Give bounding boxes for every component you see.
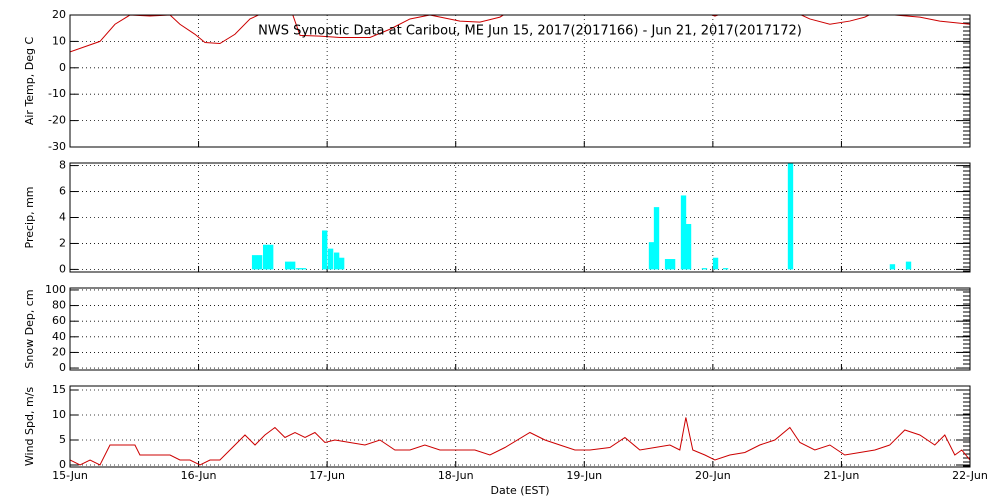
bar bbox=[889, 264, 896, 270]
y-tick-label: -20 bbox=[48, 114, 66, 127]
x-tick-label: 20-Jun bbox=[695, 469, 731, 482]
bar bbox=[322, 230, 328, 270]
bar bbox=[712, 257, 719, 270]
plot bbox=[251, 163, 912, 270]
plot-frame bbox=[69, 287, 971, 371]
y-tick-label: 0 bbox=[59, 262, 66, 275]
bar bbox=[338, 257, 345, 270]
plot bbox=[70, 15, 970, 53]
bar bbox=[284, 261, 291, 270]
y-tick-label: 80 bbox=[52, 299, 66, 312]
bar bbox=[300, 268, 307, 270]
bar bbox=[701, 268, 708, 270]
bar bbox=[256, 255, 263, 270]
y-axis-label: Precip, mm bbox=[23, 187, 36, 249]
y-tick-label: -30 bbox=[48, 140, 66, 153]
data-line bbox=[70, 15, 970, 53]
y-axis-label: Snow Dep, cm bbox=[23, 289, 36, 368]
y-tick-label: 10 bbox=[52, 408, 66, 421]
y-tick-label: 5 bbox=[59, 433, 66, 446]
plot bbox=[70, 417, 970, 466]
bar bbox=[268, 244, 274, 270]
y-tick-label: 40 bbox=[52, 330, 66, 343]
y-tick-label: 100 bbox=[45, 283, 66, 296]
x-tick-label: 15-Jun bbox=[52, 469, 88, 482]
bar bbox=[680, 195, 687, 270]
plot-frame bbox=[69, 385, 971, 468]
y-axis-label: Air Temp, Deg C bbox=[23, 37, 36, 126]
x-tick-label: 18-Jun bbox=[438, 469, 474, 482]
bar bbox=[262, 244, 269, 270]
bar bbox=[905, 261, 912, 270]
y-tick-label: 8 bbox=[59, 159, 66, 172]
y-tick-label: 4 bbox=[59, 211, 66, 224]
x-tick-label: 19-Jun bbox=[566, 469, 602, 482]
y-tick-label: -10 bbox=[48, 87, 66, 100]
x-tick-label: 22-Jun bbox=[952, 469, 988, 482]
data-line bbox=[70, 417, 970, 466]
y-tick-label: 0 bbox=[59, 61, 66, 74]
y-tick-label: 20 bbox=[52, 8, 66, 21]
y-tick-label: 0 bbox=[59, 458, 66, 471]
y-tick-label: 20 bbox=[52, 345, 66, 358]
bar bbox=[327, 248, 334, 270]
y-tick-label: 60 bbox=[52, 314, 66, 327]
bar bbox=[251, 255, 258, 270]
x-axis-label: Date (EST) bbox=[490, 484, 549, 497]
y-tick-label: 15 bbox=[52, 383, 66, 396]
plot-frame bbox=[69, 14, 971, 148]
bar bbox=[289, 261, 296, 270]
y-tick-label: 0 bbox=[59, 361, 66, 374]
plot-frame bbox=[69, 162, 971, 273]
bar bbox=[787, 163, 794, 270]
bar bbox=[295, 268, 302, 270]
y-tick-label: 2 bbox=[59, 236, 66, 249]
x-tick-label: 16-Jun bbox=[181, 469, 217, 482]
bar bbox=[669, 259, 676, 270]
y-tick-label: 10 bbox=[52, 34, 66, 47]
y-tick-label: 6 bbox=[59, 185, 66, 198]
bar bbox=[333, 252, 340, 270]
bar bbox=[664, 259, 671, 270]
chart-title: NWS Synoptic Data at Caribou, ME Jun 15,… bbox=[258, 24, 802, 39]
bar bbox=[648, 242, 655, 270]
x-tick-label: 21-Jun bbox=[824, 469, 860, 482]
bar bbox=[722, 268, 729, 270]
y-axis-label: Wind Spd, m/s bbox=[23, 387, 36, 467]
bar bbox=[685, 223, 692, 270]
bar bbox=[653, 207, 660, 270]
x-tick-label: 17-Jun bbox=[309, 469, 345, 482]
